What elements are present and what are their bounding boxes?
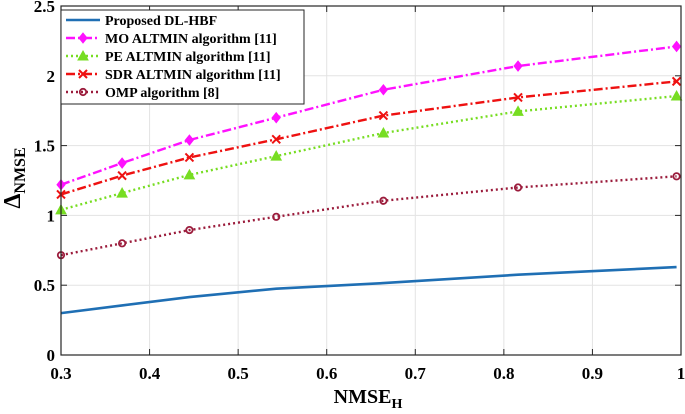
tick-labels: 0.3 0.4 0.5 0.6 0.7 0.8 0.9 1 0 0.5 1 1.5 2 2.5	[34, 0, 685, 383]
data-point	[272, 212, 281, 221]
axes	[60, 5, 682, 356]
data-point	[185, 225, 194, 235]
data-point	[117, 170, 127, 181]
x-tick-label: 0.9	[582, 364, 603, 383]
legend-item: Proposed DL-HBF	[66, 14, 217, 29]
data-point	[512, 105, 524, 116]
legend-label: Proposed DL-HBF	[105, 14, 217, 29]
legend: Proposed DL-HBF MO ALTMIN algorithm [11] P…	[60, 9, 305, 105]
x-tick-label: 0.8	[493, 364, 514, 383]
data-point	[183, 168, 196, 180]
x-tick-label: 0.6	[316, 364, 337, 383]
legend-label: SDR ALTMIN algorithm [11]	[105, 68, 281, 83]
data-point	[513, 60, 523, 72]
x-axis-label: NMSEH	[334, 386, 403, 412]
y-tick-label: 0	[47, 346, 56, 365]
y-tick-label: 1.5	[34, 137, 55, 156]
y-tick-label: 2.5	[34, 0, 55, 16]
x-tick-label: 0.3	[50, 364, 71, 383]
x-tick-label: 0.5	[228, 364, 249, 383]
legend-label: MO ALTMIN algorithm [11]	[105, 32, 277, 47]
data-point	[672, 172, 681, 181]
legend-marker	[78, 32, 88, 44]
series-layer	[55, 40, 683, 315]
series-3	[55, 90, 683, 215]
y-tick-label: 1	[47, 206, 56, 225]
y-tick-label: 0.5	[34, 276, 55, 295]
legend-item: PE ALTMIN algorithm [11]	[66, 49, 271, 65]
legend-box	[60, 9, 305, 105]
x-tick-label: 0.4	[139, 364, 161, 383]
data-point	[118, 239, 127, 248]
legend-marker	[78, 69, 88, 79]
series-2	[56, 40, 682, 191]
legend-item: SDR ALTMIN algorithm [11]	[66, 68, 281, 83]
series-line	[60, 265, 677, 315]
data-point	[671, 76, 682, 87]
data-point	[378, 83, 389, 96]
legend-label: OMP algorithm [8]	[105, 86, 219, 101]
plot-frame	[60, 5, 682, 356]
data-point	[670, 90, 683, 101]
data-point	[513, 92, 523, 103]
data-point	[270, 150, 283, 161]
y-tick-label: 2	[47, 67, 56, 86]
legend-marker	[78, 87, 88, 97]
data-point	[378, 110, 389, 121]
data-point	[271, 134, 281, 145]
data-point	[513, 183, 523, 192]
series-1	[60, 265, 677, 315]
series-4	[56, 76, 682, 200]
data-point	[379, 196, 388, 205]
data-point	[671, 40, 682, 53]
data-point	[377, 127, 390, 138]
data-point	[116, 187, 128, 198]
legend-item: OMP algorithm [8]	[66, 86, 219, 101]
x-tick-label: 0.7	[405, 364, 427, 383]
legend-item: MO ALTMIN algorithm [11]	[66, 32, 277, 47]
x-tick-label: 1	[677, 364, 685, 383]
legend-label: PE ALTMIN algorithm [11]	[105, 50, 271, 65]
y-axis-label: ΔNMSE	[0, 147, 29, 208]
data-point	[117, 157, 127, 169]
data-point	[271, 111, 281, 124]
data-point	[184, 134, 195, 146]
data-point	[184, 152, 195, 163]
legend-marker	[77, 49, 89, 61]
